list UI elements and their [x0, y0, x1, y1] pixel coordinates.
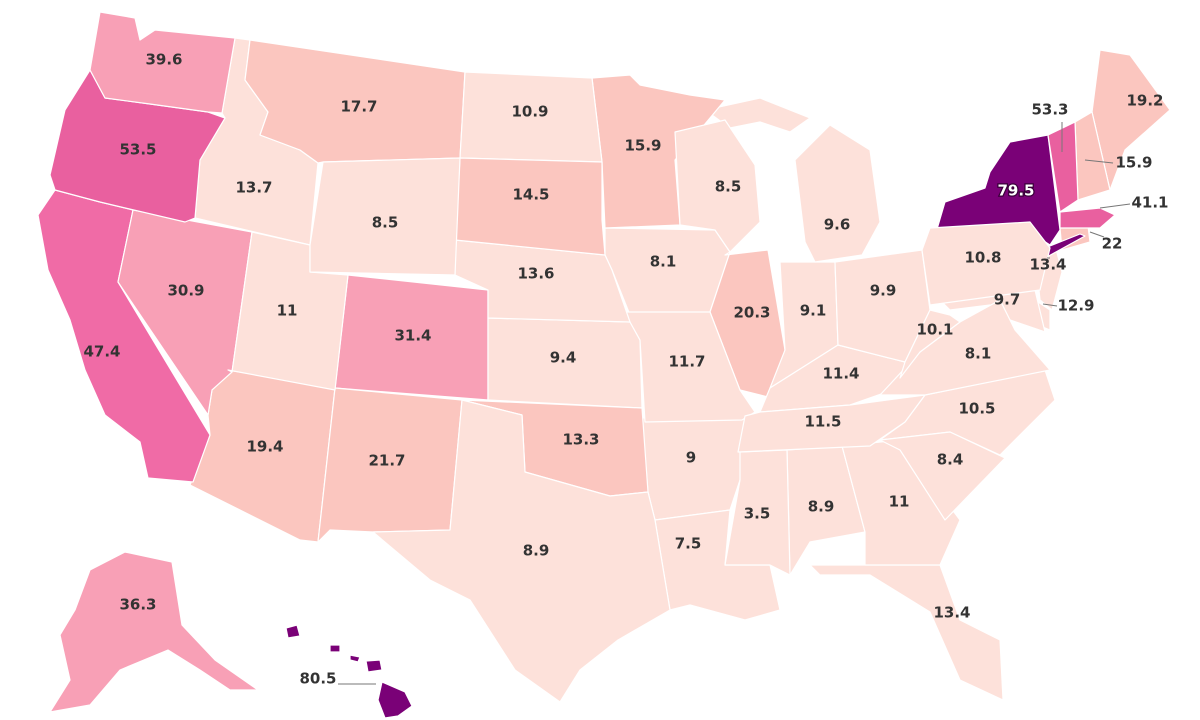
state-value-label-nh: 15.9	[1115, 154, 1152, 172]
state-value-label-wv: 10.1	[916, 321, 953, 339]
state-shape-mo	[619, 311, 756, 423]
state-shape-sd	[454, 157, 606, 256]
state-shape-ia	[604, 227, 731, 316]
state-shape-hi-3	[365, 659, 383, 673]
state-value-label-az: 19.4	[246, 438, 283, 456]
state-value-label-mo: 11.7	[668, 353, 705, 371]
state-shape-wy	[309, 157, 461, 276]
state-shape-hi-4	[377, 681, 413, 719]
leader-line-de	[1042, 303, 1058, 307]
state-value-label-tx: 8.9	[523, 542, 550, 560]
state-value-label-ca: 47.4	[83, 343, 120, 361]
state-shape-pa	[921, 221, 1051, 306]
state-shape-hi-2	[349, 654, 361, 663]
state-value-label-ky: 11.4	[822, 365, 859, 383]
state-shapes	[37, 11, 1171, 719]
state-value-label-ut: 11	[277, 302, 298, 320]
state-value-label-in: 9.1	[800, 302, 827, 320]
state-value-label-ga: 11	[889, 493, 910, 511]
state-value-label-ms: 3.5	[744, 505, 771, 523]
state-value-label-hi: 80.5	[299, 670, 336, 688]
state-shape-ar	[641, 415, 746, 521]
leader-lines	[338, 122, 1131, 685]
state-value-label-nc: 10.5	[958, 400, 995, 418]
state-value-label-ct: 22	[1102, 235, 1123, 253]
state-value-label-wi: 8.5	[715, 178, 742, 196]
leader-line-ct	[1089, 231, 1105, 238]
state-value-label-nv: 30.9	[167, 282, 204, 300]
state-shape-ak	[49, 551, 259, 713]
state-value-label-va: 8.1	[965, 345, 992, 363]
state-value-label-wa: 39.6	[145, 51, 182, 69]
state-shape-sc	[879, 431, 1006, 521]
state-value-label-ia: 8.1	[650, 253, 677, 271]
state-shape-fl	[809, 564, 1004, 701]
state-shape-wi	[674, 119, 761, 253]
state-value-label-me: 19.2	[1126, 92, 1163, 110]
state-shape-tn	[737, 394, 926, 453]
state-value-label-ma: 41.1	[1131, 194, 1168, 212]
state-value-label-ny: 79.5	[997, 182, 1034, 200]
state-shape-vt	[1047, 121, 1079, 213]
state-value-label-al: 8.9	[808, 498, 835, 516]
state-value-label-md: 9.7	[994, 291, 1021, 309]
state-shape-il	[709, 249, 786, 401]
state-shape-wv	[899, 309, 961, 379]
state-value-label-mn: 15.9	[624, 137, 661, 155]
state-value-label-il: 20.3	[733, 304, 770, 322]
state-value-label-nj: 13.4	[1029, 256, 1066, 274]
state-value-label-ks: 9.4	[550, 349, 577, 367]
state-value-label-ar: 9	[686, 449, 696, 467]
state-labels: 36.3 8.9 9 19.4 47.4 31.4 22 12.9 13.4 11 80.5 8.1 1…	[83, 51, 1168, 688]
state-value-label-vt: 53.3	[1031, 101, 1068, 119]
state-value-label-sd: 14.5	[512, 186, 549, 204]
state-value-label-ak: 36.3	[119, 596, 156, 614]
state-value-label-nd: 10.9	[511, 103, 548, 121]
state-shape-tx	[372, 399, 671, 703]
state-value-label-id: 13.7	[235, 179, 272, 197]
state-value-label-mt: 17.7	[340, 98, 377, 116]
state-value-label-mi: 9.6	[824, 216, 851, 234]
state-value-label-nm: 21.7	[368, 452, 405, 470]
state-value-label-oh: 9.9	[870, 282, 897, 300]
state-value-label-tn: 11.5	[804, 413, 841, 431]
state-value-label-wy: 8.5	[372, 214, 399, 232]
state-shape-hi	[285, 624, 301, 639]
state-value-label-pa: 10.8	[964, 249, 1001, 267]
state-shape-la	[654, 509, 781, 621]
state-value-label-la: 7.5	[675, 535, 702, 553]
state-shape-ma	[1059, 207, 1116, 229]
state-value-label-sc: 8.4	[937, 451, 964, 469]
state-value-label-ne: 13.6	[517, 265, 554, 283]
state-shape-hi-1	[329, 644, 341, 653]
state-value-label-de: 12.9	[1057, 297, 1094, 315]
state-shape-ne	[454, 239, 631, 323]
state-shape-az	[189, 369, 336, 543]
state-value-label-fl: 13.4	[933, 604, 970, 622]
leader-line-ma	[1099, 203, 1131, 209]
state-value-label-or: 53.5	[119, 141, 156, 159]
state-shape-wa	[89, 11, 236, 114]
state-value-label-co: 31.4	[394, 327, 431, 345]
leader-line-nh	[1084, 159, 1114, 164]
state-shape-mi	[794, 124, 881, 263]
state-value-label-ok: 13.3	[562, 431, 599, 449]
